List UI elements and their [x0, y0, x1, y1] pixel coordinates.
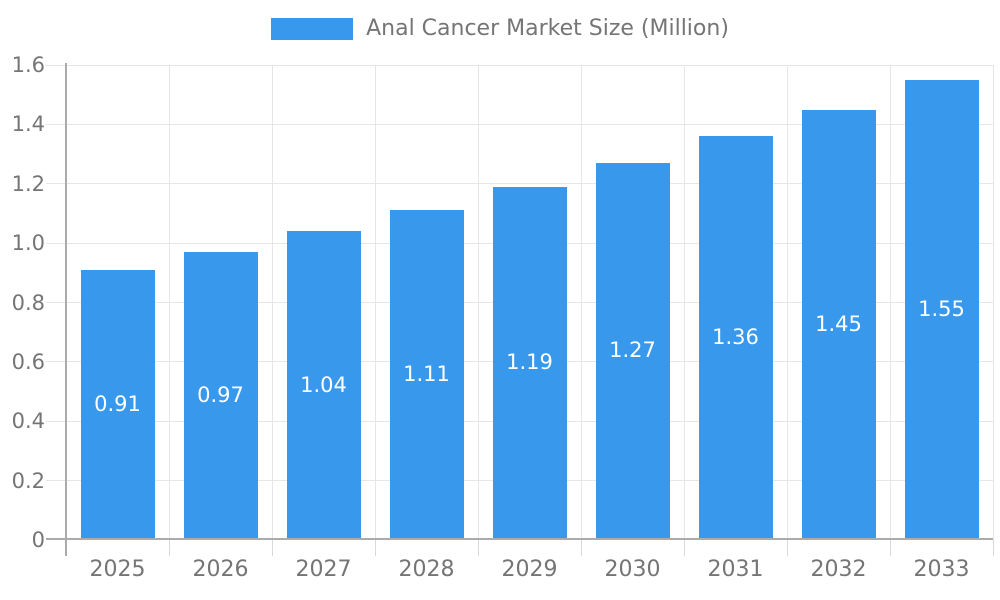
chart-legend[interactable]: Anal Cancer Market Size (Million): [0, 17, 1000, 41]
bar-value-label: 1.36: [712, 325, 759, 350]
bar-2028[interactable]: [389, 210, 464, 538]
y-axis-tick-label: 1.2: [11, 171, 45, 196]
x-axis-tick: [889, 540, 891, 556]
bar-2029[interactable]: [492, 186, 567, 538]
y-gridline: [46, 183, 993, 185]
x-axis-tick: [683, 540, 685, 556]
y-axis-tick-label: 0.8: [11, 290, 45, 315]
y-axis-tick-label: 1.6: [11, 53, 45, 77]
x-axis-line: [46, 538, 993, 540]
bar-value-label: 0.91: [94, 391, 141, 416]
x-axis-tick-label: 2027: [295, 557, 352, 582]
bar-value-label: 0.97: [197, 383, 244, 408]
bar-value-label: 1.11: [403, 362, 450, 387]
x-axis-tick-label: 2028: [398, 557, 455, 582]
x-gridline: [580, 65, 582, 540]
bar-2030[interactable]: [595, 162, 670, 538]
x-gridline: [168, 65, 170, 540]
x-gridline: [992, 65, 994, 540]
x-axis-tick-label: 2031: [707, 557, 764, 582]
x-axis-tick-label: 2029: [501, 557, 558, 582]
x-axis-tick: [992, 540, 994, 556]
bar-value-label: 1.45: [815, 311, 862, 336]
y-axis-tick-label: 1.0: [11, 231, 45, 256]
x-gridline: [271, 65, 273, 540]
x-gridline: [477, 65, 479, 540]
bar-2027[interactable]: [286, 231, 361, 538]
x-axis-tick-label: 2030: [604, 557, 661, 582]
x-gridline: [786, 65, 788, 540]
legend-label: Anal Cancer Market Size (Million): [366, 16, 729, 41]
x-axis-tick: [374, 540, 376, 556]
x-axis-tick: [271, 540, 273, 556]
x-axis-tick: [477, 540, 479, 556]
y-axis-tick-label: 0.4: [11, 409, 45, 434]
bar-2026[interactable]: [183, 252, 258, 538]
bar-2025[interactable]: [80, 269, 155, 538]
x-axis-tick: [168, 540, 170, 556]
x-gridline: [374, 65, 376, 540]
x-axis-tick: [580, 540, 582, 556]
bar-2031[interactable]: [698, 136, 773, 538]
x-axis-tick-label: 2025: [89, 557, 146, 582]
bar-value-label: 1.19: [506, 350, 553, 375]
x-gridline: [889, 65, 891, 540]
bar-value-label: 1.55: [918, 296, 965, 321]
y-axis-tick-label: 0: [31, 528, 45, 552]
x-axis-tick: [786, 540, 788, 556]
y-gridline: [46, 123, 993, 125]
bar-value-label: 1.27: [609, 338, 656, 363]
x-axis-tick-label: 2032: [810, 557, 867, 582]
y-axis-tick-label: 0.6: [11, 349, 45, 374]
y-axis-tick-label: 1.4: [11, 112, 45, 137]
y-axis-line: [65, 63, 67, 556]
bar-value-label: 1.04: [300, 372, 347, 397]
y-gridline: [46, 64, 993, 66]
legend-swatch: [271, 18, 354, 40]
bar-2033[interactable]: [904, 79, 979, 538]
x-axis-tick-label: 2026: [192, 557, 249, 582]
bar-2032[interactable]: [801, 109, 876, 538]
y-axis-tick-label: 0.2: [11, 468, 45, 493]
x-axis-tick-label: 2033: [913, 557, 970, 582]
x-gridline: [683, 65, 685, 540]
